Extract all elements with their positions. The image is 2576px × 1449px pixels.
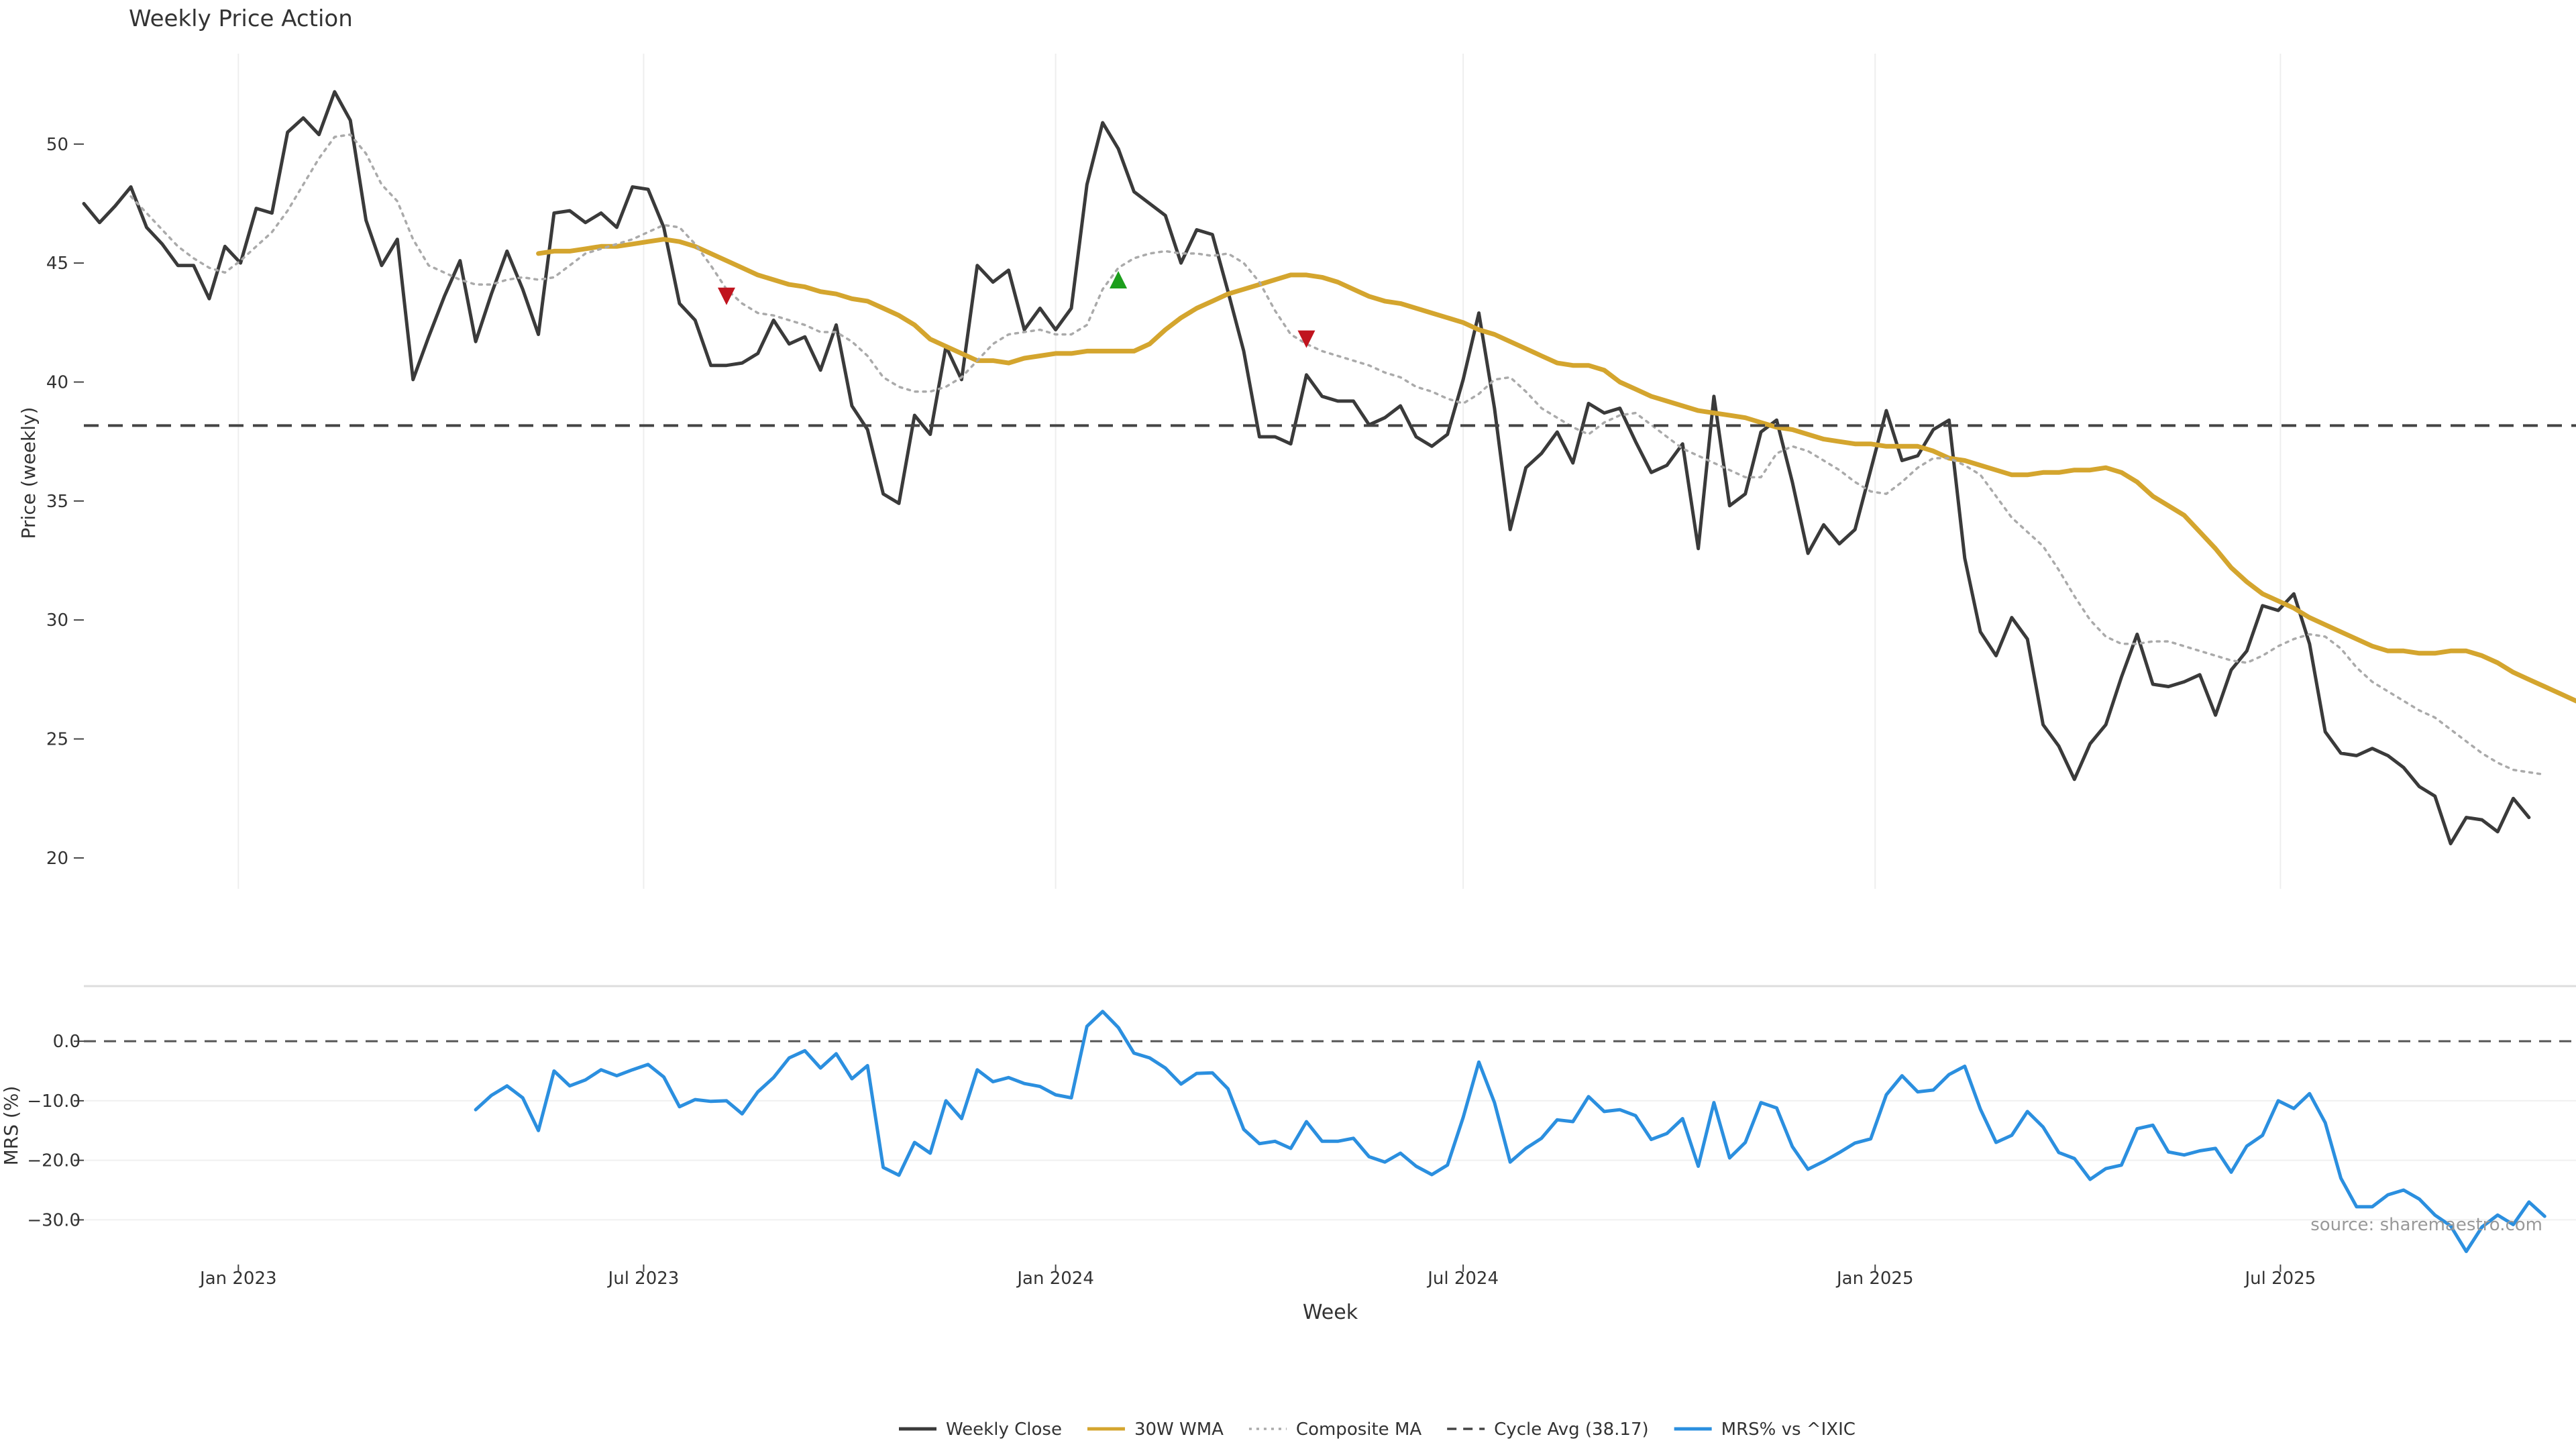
legend: Weekly Close 30W WMA Composite MA Cycle Avg… — [899, 1419, 1856, 1440]
x-tick-label-4: Jan 2025 — [1835, 1269, 1914, 1289]
price-tick-label-50: 50 — [46, 135, 68, 155]
price-tick-label-20: 20 — [46, 849, 68, 869]
x-tick-label-0: Jan 2023 — [199, 1269, 277, 1289]
mrs-series — [474, 1010, 2546, 1253]
x-axis-label: Week — [1303, 1301, 1358, 1324]
price-tick-label-25: 25 — [46, 730, 68, 750]
chart-title: Weekly Price Action — [129, 5, 353, 32]
price-series — [82, 90, 2576, 846]
price-tick-label-30: 30 — [46, 610, 68, 631]
legend-label-3: Cycle Avg (38.17) — [1494, 1419, 1648, 1440]
price-grid — [237, 54, 2282, 889]
x-tick-label-1: Jul 2023 — [607, 1269, 680, 1289]
mrs-tick-label--10: −10.0 — [27, 1091, 80, 1112]
mrs-y-ticks: 0.0 −10.0 −20.0 −30.0 — [27, 1032, 84, 1230]
mrs-tick-label-0: 0.0 — [53, 1032, 80, 1052]
mrs-tick-label--30: −30.0 — [27, 1210, 80, 1230]
price-y-ticks: 20 25 30 35 40 45 50 — [46, 135, 84, 869]
price-tick-label-45: 45 — [46, 254, 68, 274]
sell-signal-marker-2 — [1297, 330, 1316, 348]
price-tick-label-35: 35 — [46, 492, 68, 512]
legend-label-4: MRS% vs ^IXIC — [1721, 1419, 1856, 1440]
price-y-label: Price (weekly) — [17, 407, 40, 539]
mrs-y-label: MRS (%) — [0, 1086, 22, 1166]
sell-signal-marker-0 — [717, 287, 735, 305]
series-30w-wma — [536, 237, 2576, 704]
x-axis-ticks: Jan 2023 Jul 2023 Jan 2024 Jul 2024 Jan 2025… — [199, 1265, 2316, 1289]
legend-label-0: Weekly Close — [946, 1419, 1062, 1440]
x-tick-label-2: Jan 2024 — [1016, 1269, 1094, 1289]
series-mrs-vs-ixic — [474, 1010, 2546, 1253]
mrs-tick-label--20: −20.0 — [27, 1151, 80, 1171]
buy-signal-marker-1 — [1110, 270, 1128, 288]
x-tick-label-3: Jul 2024 — [1426, 1269, 1499, 1289]
legend-label-2: Composite MA — [1296, 1419, 1421, 1440]
signal-markers — [717, 270, 1316, 348]
price-tick-label-40: 40 — [46, 372, 68, 392]
mrs-grid — [84, 1040, 2576, 1221]
legend-label-1: 30W WMA — [1134, 1419, 1224, 1440]
source-annotation: source: sharemaestro.com — [2310, 1215, 2542, 1235]
series-weekly-close — [82, 90, 2531, 846]
series-composite-ma — [129, 133, 2546, 776]
x-tick-label-5: Jul 2025 — [2244, 1269, 2316, 1289]
